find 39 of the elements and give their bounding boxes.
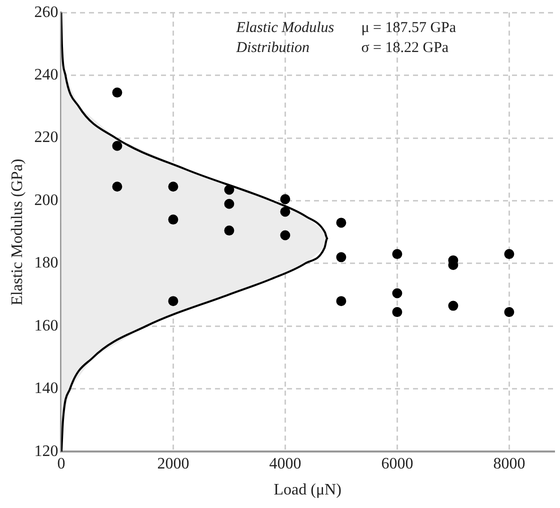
point: [280, 230, 290, 240]
y-tick-label: 180: [34, 254, 58, 272]
x-tick-label: 6000: [381, 455, 414, 472]
y-tick-label: 160: [34, 317, 58, 334]
point: [336, 296, 346, 306]
y-axis-title: Elastic Modulus (GPa): [8, 158, 26, 306]
y-tick-label: 220: [34, 129, 58, 146]
point: [504, 249, 514, 260]
x-axis-title: Load (μN): [274, 482, 342, 499]
point: [336, 252, 346, 262]
point: [224, 226, 234, 236]
point: [112, 182, 122, 192]
point: [392, 249, 402, 260]
point: [504, 307, 514, 318]
y-tick-label: 260: [34, 4, 58, 21]
y-tick-label: 200: [34, 192, 58, 209]
point: [168, 296, 178, 306]
point: [168, 214, 178, 225]
x-tick-label: 0: [57, 455, 66, 472]
point: [112, 88, 122, 98]
y-tick-label: 140: [34, 380, 58, 398]
annotation: Distribution: [235, 40, 310, 56]
point: [168, 182, 178, 192]
point: [336, 218, 346, 228]
annotation: σ = 18.22 GPa: [361, 40, 449, 56]
point: [224, 198, 234, 209]
point: [448, 300, 458, 311]
point: [112, 140, 122, 151]
annotation: Elastic Modulus: [235, 20, 334, 36]
y-tick-label: 120: [34, 442, 58, 460]
point: [280, 194, 290, 204]
point: [392, 288, 402, 298]
x-tick-label: 4000: [269, 455, 302, 472]
y-tick-label: 240: [34, 66, 58, 84]
point: [280, 206, 290, 217]
point: [392, 307, 402, 318]
annotation: μ = 187.57 GPa: [361, 20, 456, 36]
x-tick-label: 8000: [493, 455, 526, 472]
x-tick-label: 2000: [157, 455, 190, 472]
